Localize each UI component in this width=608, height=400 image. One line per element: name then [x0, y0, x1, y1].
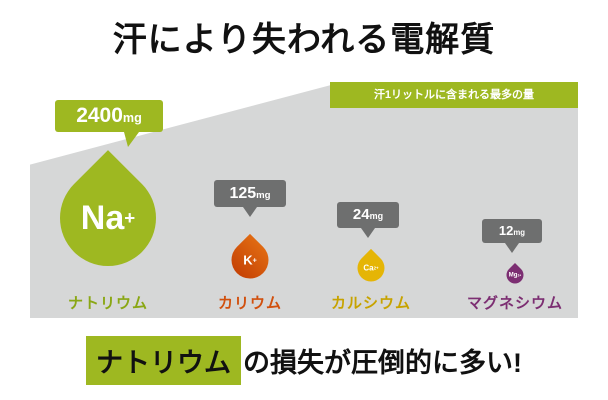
chart-panel: 汗1リットルに含まれる最多の量 2400mg Na + ナトリウム 125mg K… [30, 82, 578, 318]
category-label-calcium: カルシウム [330, 295, 411, 312]
droplet-shape-calcium: Ca 2+ [351, 248, 391, 288]
page-title: 汗により失われる電解質 [112, 21, 496, 59]
droplet-calcium: Ca 2+ [351, 248, 391, 288]
banner-note: 汗1リットルに含まれる最多の量 [330, 82, 578, 108]
ion-label-calcium: Ca 2+ [358, 255, 385, 282]
value-unit-sodium: mg [122, 111, 142, 125]
ion-label-potassium: K + [232, 242, 269, 279]
tag-pointer-icon [243, 207, 257, 217]
ion-symbol: Mg [508, 271, 517, 278]
droplet-shape-sodium: Na + [40, 150, 176, 286]
highlight-sodium: ナトリウム [86, 336, 241, 385]
conclusion: ナトリウム の損失が圧倒的に多い! [0, 336, 608, 385]
ion-charge: + [124, 207, 136, 228]
category-label-potassium: カリウム [217, 295, 282, 312]
ion-symbol: Ca [363, 263, 374, 273]
value-unit-magnesium: mg [513, 228, 526, 237]
value-tag-magnesium: 12mg [482, 219, 542, 253]
category-label-magnesium: マグネシウム [466, 295, 563, 312]
value-amount-magnesium: 12 [498, 223, 514, 238]
ion-charge: + [252, 256, 257, 264]
ion-charge: 2+ [373, 265, 379, 271]
value-unit-potassium: mg [256, 190, 271, 201]
value-tag-potassium: 125mg [214, 180, 286, 217]
value-tag-sodium: 2400mg [55, 100, 163, 147]
conclusion-text: の損失が圧倒的に多い! [243, 348, 522, 378]
droplet-potassium: K + [223, 233, 277, 287]
tag-pointer-icon [124, 132, 140, 147]
ion-symbol: K [243, 252, 253, 268]
ion-symbol: Na [80, 198, 125, 237]
droplet-magnesium: Mg 2+ [502, 262, 527, 287]
droplet-sodium: Na + [40, 150, 176, 286]
category-label-sodium: ナトリウム [67, 295, 148, 312]
ion-charge: 2+ [516, 272, 521, 277]
value-unit-calcium: mg [369, 211, 384, 221]
tag-pointer-icon [505, 243, 519, 253]
value-tag-calcium: 24mg [337, 202, 399, 238]
value-amount-potassium: 125 [229, 185, 257, 202]
value-amount-sodium: 2400 [76, 104, 123, 127]
ion-label-sodium: Na + [60, 170, 156, 266]
droplet-shape-potassium: K + [223, 233, 277, 287]
ion-label-magnesium: Mg 2+ [506, 266, 523, 283]
droplet-shape-magnesium: Mg 2+ [502, 262, 527, 287]
value-amount-calcium: 24 [352, 206, 370, 223]
tag-pointer-icon [361, 228, 375, 238]
